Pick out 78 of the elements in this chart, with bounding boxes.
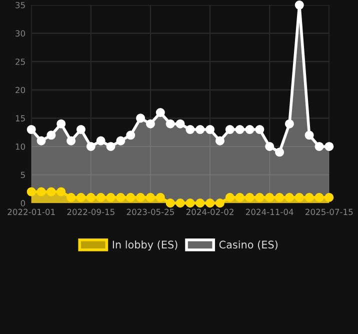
point (245, 124, 254, 134)
point (26, 124, 36, 134)
point (156, 192, 165, 202)
point (36, 136, 46, 146)
point (284, 192, 294, 202)
point (66, 192, 76, 202)
point (196, 198, 205, 208)
point (36, 187, 46, 196)
point (106, 142, 116, 151)
point (215, 198, 224, 208)
x-tick-label: 2022-01-01 (8, 208, 55, 216)
point (235, 124, 244, 134)
point (136, 114, 146, 123)
point (126, 130, 136, 140)
point (314, 192, 324, 202)
point (26, 187, 36, 196)
point (116, 136, 126, 146)
y-tick-label: 35 (16, 2, 25, 8)
point (56, 119, 66, 128)
point (76, 124, 86, 134)
point (106, 192, 116, 202)
point (245, 192, 254, 202)
y-tick-label: 25 (16, 58, 25, 65)
point (116, 192, 126, 202)
point (314, 142, 324, 151)
x-tick-label: 2023-05-25 (126, 208, 174, 216)
legend-label: Casino (ES) (219, 240, 278, 250)
point (86, 142, 96, 151)
point (324, 142, 334, 151)
x-tick-label: 2025-07-15 (306, 208, 353, 216)
point (324, 192, 334, 202)
point (265, 142, 274, 151)
y-tick-label: 0 (20, 200, 26, 206)
y-tick-label: 5 (20, 172, 25, 178)
point (186, 198, 195, 208)
point (235, 192, 244, 202)
point (66, 136, 76, 146)
point (206, 124, 215, 134)
x-tick-label: 2024-11-04 (246, 208, 294, 216)
point (304, 130, 314, 140)
point (96, 192, 106, 202)
point (136, 192, 146, 202)
point (146, 119, 155, 128)
point (206, 198, 215, 208)
point (255, 192, 264, 202)
point (294, 0, 304, 10)
point (46, 187, 56, 196)
y-tick-label: 30 (16, 30, 26, 37)
point (86, 192, 96, 202)
x-tick-label: 2022-09-15 (67, 208, 114, 216)
legend-label: In lobby (ES) (112, 240, 178, 251)
point (196, 124, 205, 134)
point (225, 192, 234, 202)
point (76, 192, 86, 202)
point (146, 192, 155, 202)
x-tick-label: 2024-02-02 (186, 208, 234, 216)
y-tick-label: 15 (16, 115, 25, 122)
point (265, 192, 274, 202)
point (304, 192, 314, 202)
point (96, 136, 106, 146)
point (166, 198, 175, 208)
point (215, 136, 224, 146)
point (46, 130, 56, 140)
point (284, 119, 294, 128)
point (275, 192, 284, 202)
y-tick-label: 20 (16, 86, 26, 94)
point (176, 119, 185, 128)
point (255, 124, 264, 134)
point (176, 198, 185, 208)
point (294, 192, 304, 202)
point (56, 187, 66, 196)
point (186, 124, 195, 134)
point (166, 119, 175, 128)
point (126, 192, 136, 202)
point (225, 124, 234, 134)
point (156, 108, 165, 118)
point (275, 148, 284, 157)
y-tick-label: 10 (16, 143, 26, 150)
